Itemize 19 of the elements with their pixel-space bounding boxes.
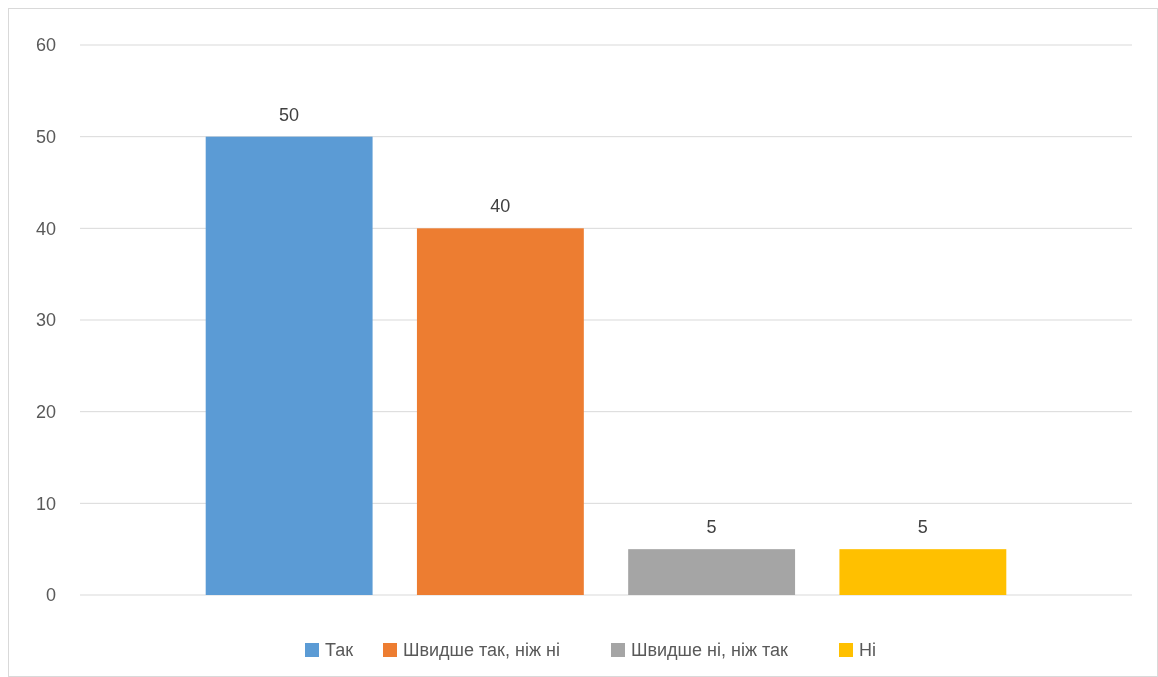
y-tick-label: 30	[35, 310, 56, 331]
data-label: 40	[490, 196, 511, 217]
y-tick-label: 20	[35, 401, 56, 422]
y-tick-label: 50	[35, 126, 56, 147]
bar	[205, 136, 373, 595]
y-tick-label: 10	[35, 493, 56, 514]
y-tick-label: 0	[45, 585, 56, 606]
data-label: 50	[279, 104, 300, 125]
bar	[839, 549, 1007, 595]
data-label: 5	[706, 517, 717, 538]
legend-label: Швидше ні, ніж так	[631, 640, 789, 661]
y-tick-label: 40	[35, 218, 56, 239]
bar	[628, 549, 796, 595]
legend-label: Швидше так, ніж ні	[403, 640, 560, 661]
legend-label: Ні	[859, 640, 876, 661]
legend-label: Так	[325, 640, 354, 661]
y-tick-label: 60	[35, 35, 56, 56]
data-label: 5	[917, 517, 928, 538]
bar	[416, 228, 584, 595]
